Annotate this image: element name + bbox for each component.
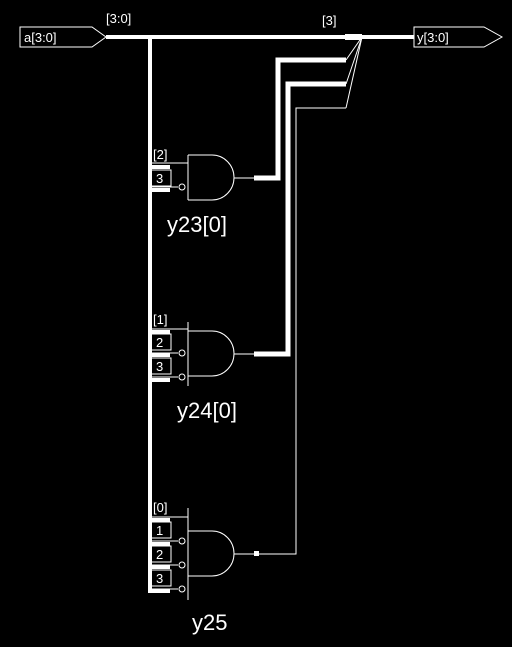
gate-instance-label: y24[0]	[177, 398, 237, 423]
output-port-label: y[3:0]	[417, 30, 449, 45]
output-port: y[3:0]	[413, 26, 504, 48]
output-tap-label: [3]	[322, 13, 336, 28]
output-bus	[345, 34, 414, 109]
output-wires	[254, 57, 346, 555]
input-port-label: a[3:0]	[24, 30, 57, 45]
gate-instance-label: y25	[192, 610, 227, 635]
gate-y25: [0] 1 2 3 y25	[150, 500, 259, 635]
gate-input-label: 2	[156, 335, 163, 350]
input-port: a[3:0]	[19, 26, 107, 48]
gate-input-label: 3	[156, 171, 163, 186]
inversion-bubble	[178, 561, 186, 569]
inversion-bubble	[178, 349, 186, 357]
gate-input-label: [1]	[153, 312, 167, 327]
input-bus	[106, 35, 348, 593]
inversion-bubble	[178, 585, 186, 593]
inversion-bubble	[178, 537, 186, 545]
gate-y23: [2] 3 y23[0]	[150, 147, 254, 237]
gate-input-label: 1	[156, 523, 163, 538]
gate-input-label: 3	[156, 571, 163, 586]
input-bus-label: [3:0]	[106, 11, 131, 26]
gate-input-label: [2]	[153, 147, 167, 162]
gate-y24: [1] 2 3 y24[0]	[150, 312, 254, 423]
gate-input-label: 2	[156, 547, 163, 562]
gate-input-label: 3	[156, 359, 163, 374]
inversion-bubble	[178, 373, 186, 381]
gate-instance-label: y23[0]	[167, 212, 227, 237]
gate-input-label: [0]	[153, 500, 167, 515]
output-port-shape	[413, 26, 504, 48]
inversion-bubble	[178, 183, 186, 191]
input-port-shape	[19, 26, 107, 48]
